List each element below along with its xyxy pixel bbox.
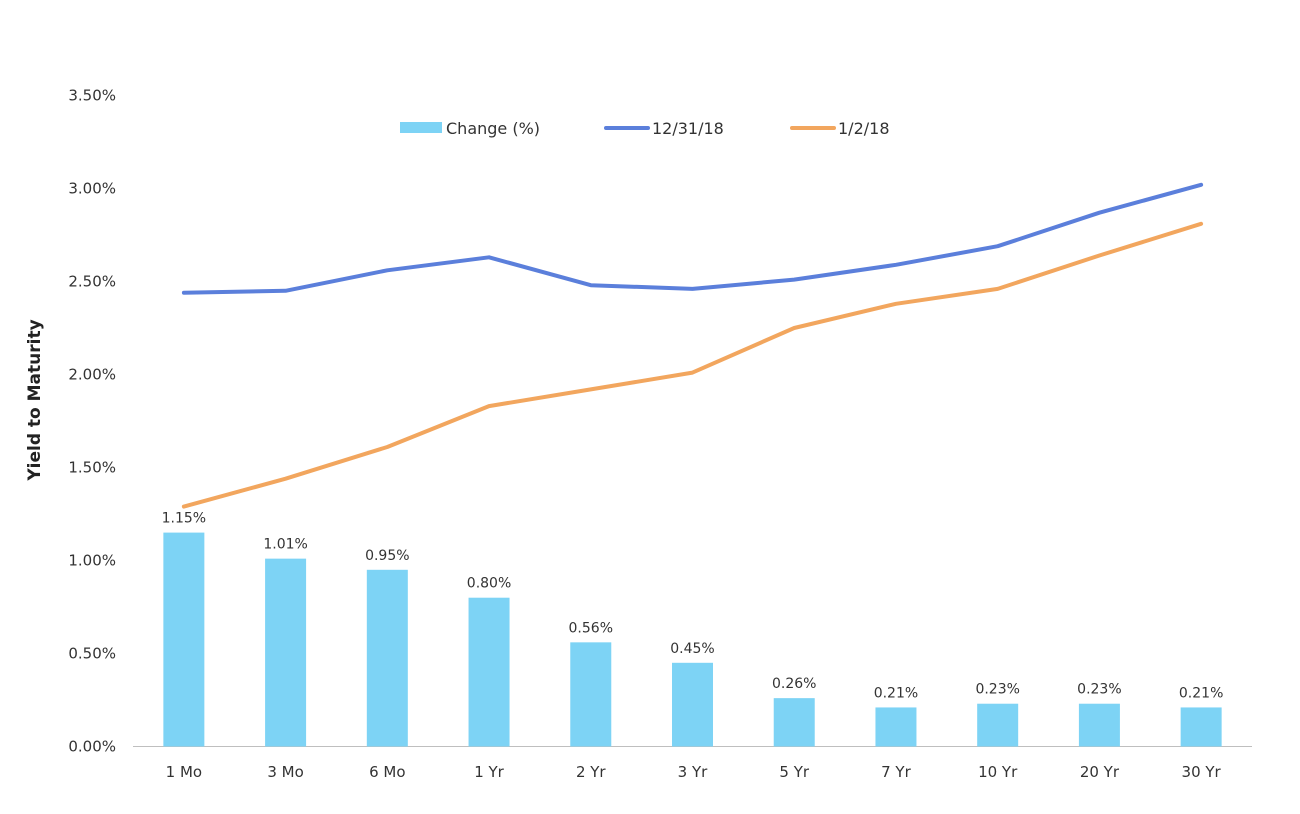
bar-data-label: 0.21% [874,685,918,701]
x-tick-label: 1 Mo [166,763,202,781]
bar [1180,707,1222,747]
y-tick-label: 2.50% [68,273,116,291]
y-tick-label: 2.00% [68,366,116,384]
bar [468,597,510,747]
x-tick-label: 3 Yr [678,763,708,781]
bar [977,703,1019,747]
x-tick-label: 7 Yr [881,763,911,781]
bar [1078,703,1120,747]
legend-swatch-change [400,122,442,133]
legend: Change (%) 12/31/18 1/2/18 [400,119,890,138]
bar-data-labels: 1.15% 1.01% 0.95% 0.80% 0.56% 0.45% 0.26% 0.21%… [162,511,1224,702]
y-tick-label: 3.00% [68,180,116,198]
x-tick-label: 10 Yr [978,763,1018,781]
bar-data-label: 0.56% [569,620,613,636]
x-tick-label: 1 Yr [474,763,504,781]
legend-label-jan-2-18: 1/2/18 [838,119,890,138]
y-tick-label: 1.50% [68,459,116,477]
y-tick-label: 0.50% [68,645,116,663]
bar-data-label: 0.23% [1077,682,1121,698]
bar [366,569,408,747]
x-tick-label: 5 Yr [779,763,809,781]
bar [265,558,307,747]
x-tick-label: 3 Mo [267,763,303,781]
y-axis-title: Yield to Maturity [25,319,45,481]
bar-data-label: 1.15% [162,511,206,527]
line-series-dec-31-18 [181,182,1204,295]
x-tick-label: 6 Mo [369,763,405,781]
bar [672,662,713,747]
y-tick-label: 1.00% [68,552,116,570]
bar-data-label: 0.95% [365,548,409,564]
bar-series-change [163,532,1222,747]
x-tick-label: 20 Yr [1080,763,1120,781]
legend-label-dec-31-18: 12/31/18 [652,119,724,138]
bar-data-label: 1.01% [263,537,307,553]
bar-data-label: 0.45% [670,641,714,657]
y-axis-title-group: Yield to Maturity [25,319,45,481]
bar [875,707,917,747]
x-tick-label: 30 Yr [1182,763,1222,781]
bar [570,642,612,747]
legend-label-change: Change (%) [446,119,540,138]
line-series-jan-2-18 [181,221,1204,509]
bar [163,532,205,747]
x-axis-ticks: 1 Mo 3 Mo 6 Mo 1 Yr 2 Yr 3 Yr 5 Yr 7 Yr 10 Yr 20 … [166,763,1222,781]
line-series-group [181,182,1204,509]
y-tick-label: 0.00% [68,738,116,756]
bar-data-label: 0.23% [975,682,1019,698]
bar [773,698,815,747]
bar-data-label: 0.80% [467,576,511,592]
bar-data-label: 0.26% [772,676,816,692]
bar-data-label: 0.21% [1179,685,1223,701]
y-tick-label: 3.50% [68,87,116,105]
x-tick-label: 2 Yr [576,763,606,781]
y-axis-ticks: 0.00% 0.50% 1.00% 1.50% 2.00% 2.50% 3.00% 3.50% [68,87,116,756]
